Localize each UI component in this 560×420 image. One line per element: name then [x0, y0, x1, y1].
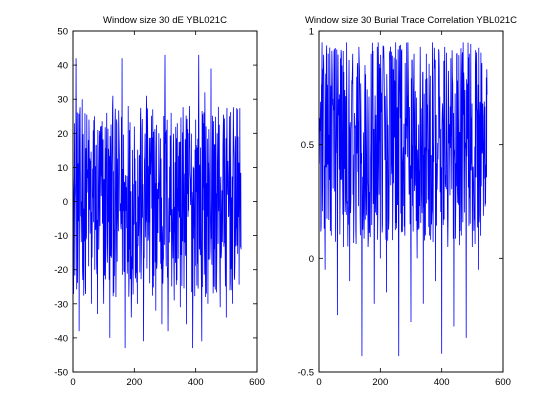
- series-line: [318, 42, 488, 357]
- chart-left: 0 200 400 600 -50 -40 -30 -20 -10 0 10 20 30 40 50 Wind…: [54, 15, 265, 388]
- chart-title: Window size 30 Burial Trace Correlation …: [305, 15, 517, 26]
- y-tick-label: -20: [54, 265, 68, 276]
- y-tick-label: 1: [309, 27, 314, 38]
- y-tick-label: 0: [309, 254, 314, 265]
- x-tick-label: 0: [70, 377, 75, 388]
- y-tick-label: 10: [57, 163, 68, 174]
- axes-border: [318, 30, 504, 373]
- x-tick-label: 600: [249, 377, 265, 388]
- y-tick-label: -40: [54, 333, 68, 344]
- y-tick-label: 50: [57, 27, 68, 38]
- y-tick-label: -10: [54, 231, 68, 242]
- y-tick-label: 40: [57, 61, 68, 72]
- y-tick-label: 20: [57, 129, 68, 140]
- x-tick-label: 400: [434, 377, 450, 388]
- y-tick-label: -0.5: [298, 368, 314, 379]
- series-line: [72, 54, 242, 349]
- x-tick-label: 400: [188, 377, 204, 388]
- x-tick-label: 600: [495, 377, 511, 388]
- y-tick-label: 30: [57, 95, 68, 106]
- chart-title: Window size 30 dE YBL021C: [103, 15, 227, 26]
- y-tick-label: -50: [54, 368, 68, 379]
- x-tick-label: 200: [126, 377, 142, 388]
- y-tick-label: 0.5: [301, 140, 314, 151]
- x-tick-label: 200: [372, 377, 388, 388]
- y-tick-label: -30: [54, 299, 68, 310]
- y-tick-label: 0: [63, 197, 68, 208]
- x-tick-label: 0: [316, 377, 321, 388]
